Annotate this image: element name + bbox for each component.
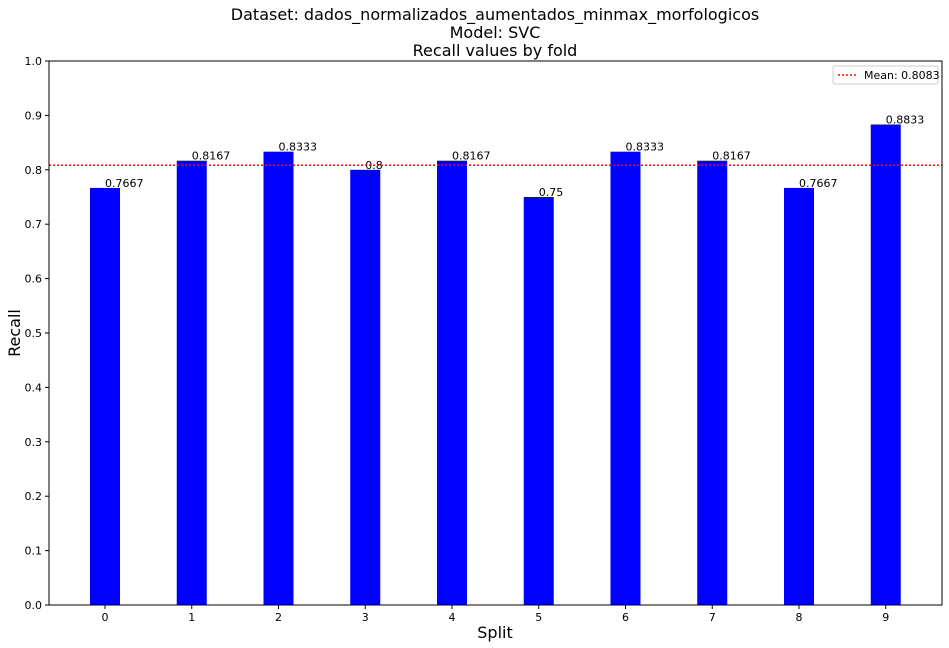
bar-value-labels: 0.76670.81670.83330.80.81670.750.83330.8… bbox=[105, 113, 924, 199]
chart-title-line-1: Dataset: dados_normalizados_aumentados_m… bbox=[231, 5, 759, 25]
legend-box bbox=[832, 65, 939, 85]
bar-value-label-7: 0.8167 bbox=[712, 150, 751, 163]
x-tick-label: 7 bbox=[709, 611, 716, 624]
bar-value-label-5: 0.75 bbox=[539, 186, 564, 199]
bar-value-label-2: 0.8333 bbox=[279, 141, 318, 154]
y-tick-label: 0.6 bbox=[25, 273, 43, 286]
bar-value-label-8: 0.7667 bbox=[799, 177, 838, 190]
bar-value-label-9: 0.8833 bbox=[886, 113, 925, 126]
y-tick-label: 0.2 bbox=[25, 490, 43, 503]
bars-group bbox=[90, 124, 901, 606]
legend-mean-label: Mean: 0.8083 bbox=[864, 69, 940, 82]
x-tick-label: 3 bbox=[362, 611, 369, 624]
y-tick-label: 0.5 bbox=[25, 327, 43, 340]
bar-value-label-4: 0.8167 bbox=[452, 150, 491, 163]
x-tick-label: 4 bbox=[449, 611, 456, 624]
bar-split-2 bbox=[263, 151, 294, 605]
y-tick-label: 0.7 bbox=[25, 218, 43, 231]
legend: Mean: 0.8083 bbox=[832, 65, 940, 85]
y-tick-label: 0.9 bbox=[25, 109, 43, 122]
bar-split-5 bbox=[523, 197, 554, 605]
bar-split-8 bbox=[784, 187, 814, 605]
bar-split-1 bbox=[176, 160, 207, 605]
x-tick-label: 8 bbox=[796, 611, 803, 624]
bar-value-label-6: 0.8333 bbox=[626, 141, 665, 154]
bar-value-label-0: 0.7667 bbox=[105, 177, 144, 190]
y-tick-label: 1.0 bbox=[25, 55, 43, 68]
chart-title-line-3: Recall values by fold bbox=[413, 41, 578, 60]
y-tick-label: 0.4 bbox=[25, 381, 43, 394]
y-tick-label: 0.1 bbox=[25, 545, 43, 558]
x-tick-label: 6 bbox=[622, 611, 629, 624]
bar-split-7 bbox=[697, 160, 728, 605]
bar-split-9 bbox=[870, 124, 901, 605]
y-tick-label: 0.0 bbox=[25, 599, 43, 612]
x-axis-ticks: 0 1 2 3 4 5 6 7 8 9 bbox=[102, 605, 889, 624]
x-tick-label: 1 bbox=[188, 611, 195, 624]
x-tick-label: 2 bbox=[275, 611, 282, 624]
bar-split-4 bbox=[437, 160, 467, 605]
y-axis-ticks: 0.0 0.1 0.2 0.3 0.4 0.5 0.6 0.7 0.8 0.9 1.0 bbox=[25, 55, 49, 612]
x-axis-label: Split bbox=[477, 623, 512, 642]
x-tick-label: 0 bbox=[102, 611, 109, 624]
bar-split-6 bbox=[610, 151, 641, 605]
y-tick-label: 0.3 bbox=[25, 436, 43, 449]
chart-title: Dataset: dados_normalizados_aumentados_m… bbox=[231, 5, 759, 60]
bar-value-label-1: 0.8167 bbox=[192, 150, 231, 163]
x-tick-label: 5 bbox=[535, 611, 542, 624]
bar-split-0 bbox=[90, 187, 120, 605]
y-axis-label: Recall bbox=[5, 309, 24, 357]
bar-split-3 bbox=[350, 169, 381, 606]
x-tick-label: 9 bbox=[882, 611, 889, 624]
y-tick-label: 0.8 bbox=[25, 164, 43, 177]
chart-title-line-2: Model: SVC bbox=[450, 23, 541, 42]
